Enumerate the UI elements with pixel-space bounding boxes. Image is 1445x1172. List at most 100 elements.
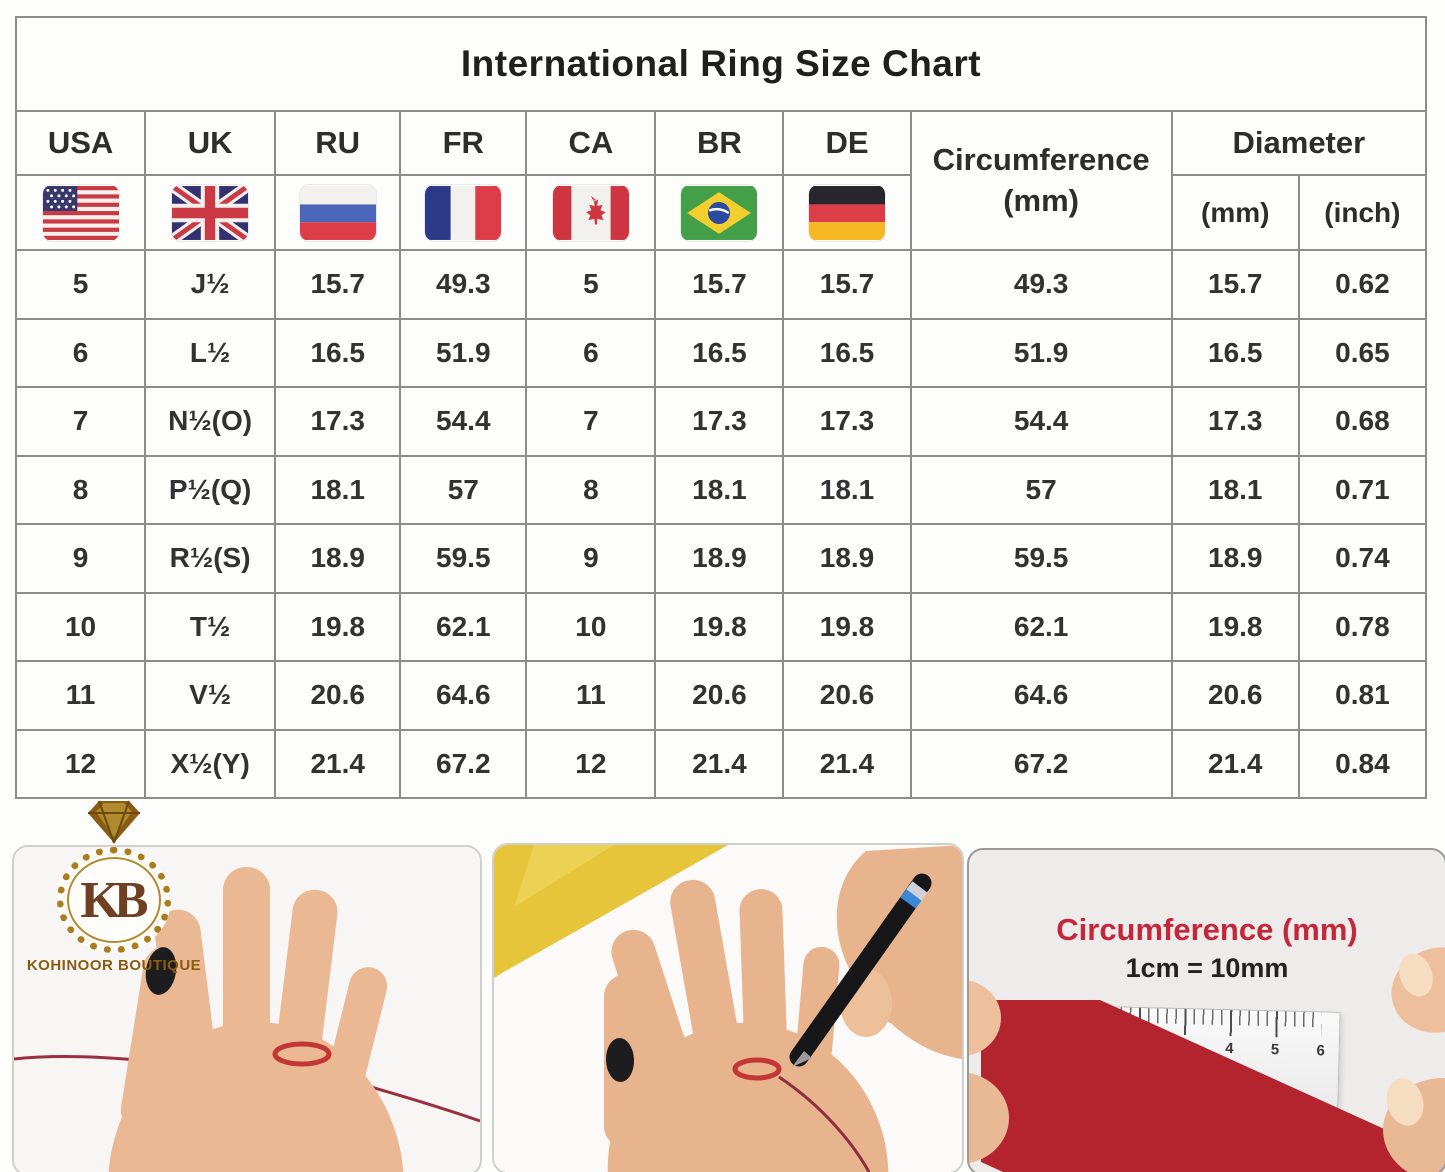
table-cell: 0.68	[1297, 386, 1428, 457]
table-cell: 18.9	[654, 523, 785, 594]
table-cell: 67.2	[909, 728, 1173, 799]
table-cell: 0.78	[1297, 591, 1428, 662]
pen-marking-illustration	[494, 845, 962, 1172]
table-row: 7 N½(O) 17.3 54.4 7 17.3 17.3 54.4 17.3 0.68	[14, 386, 1428, 457]
table-row: 9 R½(S) 18.9 59.5 9 18.9 18.9 59.5 18.9 0.74	[14, 523, 1428, 594]
column-header-ca: CA	[525, 110, 657, 176]
table-cell: 8	[14, 454, 147, 525]
table-cell: 54.4	[909, 386, 1173, 457]
column-header-circumference: Circumference (mm)	[909, 110, 1173, 251]
canada-flag-icon	[552, 185, 629, 241]
table-cell: 0.65	[1297, 317, 1428, 388]
table-cell: 16.5	[782, 317, 912, 388]
table-cell: 18.9	[274, 523, 402, 594]
table-cell: 54.4	[399, 386, 528, 457]
table-cell: 21.4	[654, 728, 785, 799]
ruler-number: 1cm	[1077, 1036, 1108, 1055]
table-cell: 21.4	[274, 728, 402, 799]
table-cell: 5	[14, 249, 147, 320]
russia-flag-icon	[299, 185, 376, 241]
table-cell: P½(Q)	[144, 454, 277, 525]
table-cell: 21.4	[1170, 728, 1300, 799]
flag-cell	[525, 174, 657, 251]
table-cell: 7	[14, 386, 147, 457]
table-cell: 21.4	[782, 728, 912, 799]
table-cell: 51.9	[399, 317, 528, 388]
table-cell: 16.5	[274, 317, 402, 388]
table-cell: 16.5	[1170, 317, 1300, 388]
table-cell: 10	[525, 591, 657, 662]
logo-wreath-circle: KB	[57, 847, 171, 953]
ruler-number: 6	[1316, 1042, 1326, 1060]
table-cell: 18.1	[274, 454, 402, 525]
table-cell: 51.9	[909, 317, 1173, 388]
table-cell: 15.7	[274, 249, 402, 320]
table-cell: 17.3	[654, 386, 785, 457]
ruler-number: 4	[1224, 1040, 1234, 1058]
table-cell: 15.7	[1170, 249, 1300, 320]
germany-flag-icon	[809, 185, 885, 241]
ruler-number: 5	[1270, 1041, 1280, 1059]
table-cell: 59.5	[909, 523, 1173, 594]
flag-cell	[399, 174, 528, 251]
table-cell: 18.1	[1170, 454, 1300, 525]
table-cell: 15.7	[654, 249, 785, 320]
ruler-ticks	[1047, 1005, 1322, 1039]
table-row: 11 V½ 20.6 64.6 11 20.6 20.6 64.6 20.6 0.81	[14, 660, 1428, 731]
table-row: 10 T½ 19.8 62.1 10 19.8 19.8 62.1 19.8 0.78	[14, 591, 1428, 662]
table-cell: 15.7	[782, 249, 912, 320]
table-cell: 67.2	[399, 728, 528, 799]
logo-monogram: KB	[80, 871, 148, 929]
table-cell: 59.5	[399, 523, 528, 594]
table-cell: 6	[525, 317, 657, 388]
kohinoor-boutique-logo: KB KOHINOOR BOUTIQUE	[26, 797, 202, 974]
table-cell: 20.6	[1170, 660, 1300, 731]
table-cell: X½(Y)	[144, 728, 277, 799]
table-cell: N½(O)	[144, 386, 277, 457]
table-cell: V½	[144, 660, 277, 731]
table-cell: 8	[525, 454, 657, 525]
table-cell: 62.1	[909, 591, 1173, 662]
table-cell: 18.1	[782, 454, 912, 525]
circumference-unit: (mm)	[1003, 182, 1080, 218]
table-cell: 17.3	[782, 386, 912, 457]
logo-name: KOHINOOR BOUTIQUE	[26, 957, 202, 974]
table-cell: 7	[525, 386, 657, 457]
table-cell: 0.81	[1297, 660, 1428, 731]
table-cell: 12	[14, 728, 147, 799]
table-cell: 64.6	[399, 660, 528, 731]
hand-string-illustration	[14, 847, 480, 1172]
ruler: 0 1cm 2 3 4 5 6	[1025, 1004, 1341, 1151]
table-cell: 0.62	[1297, 249, 1428, 320]
photo-ruler-measure: Circumference (mm) 1cm = 10mm 0 1cm 2 3 4 5 6	[967, 848, 1445, 1172]
table-cell: 18.9	[782, 523, 912, 594]
flag-cell	[14, 174, 147, 251]
chart-title: International Ring Size Chart	[15, 16, 1427, 112]
table-cell: 16.5	[654, 317, 785, 388]
table-cell: 19.8	[654, 591, 785, 662]
ruler-number: 0	[1042, 1035, 1052, 1053]
table-cell: 0.74	[1297, 523, 1428, 594]
column-header-fr: FR	[399, 110, 528, 176]
table-cell: 6	[14, 317, 147, 388]
table-row: 12 X½(Y) 21.4 67.2 12 21.4 21.4 67.2 21.4 0.84	[14, 728, 1428, 799]
diameter-inch-header: (inch)	[1297, 174, 1428, 251]
table-cell: 10	[14, 591, 147, 662]
table-cell: 20.6	[654, 660, 785, 731]
table-row: 5 J½ 15.7 49.3 5 15.7 15.7 49.3 15.7 0.62	[14, 249, 1428, 320]
flag-cell	[144, 174, 277, 251]
table-cell: 49.3	[909, 249, 1173, 320]
france-flag-icon	[425, 185, 502, 241]
column-header-de: DE	[782, 110, 912, 176]
table-row: 6 L½ 16.5 51.9 6 16.5 16.5 51.9 16.5 0.65	[14, 317, 1428, 388]
table-cell: 5	[525, 249, 657, 320]
table-cell: 9	[14, 523, 147, 594]
column-header-br: BR	[654, 110, 785, 176]
column-header-uk: UK	[144, 110, 277, 176]
table-cell: 19.8	[274, 591, 402, 662]
table-cell: J½	[144, 249, 277, 320]
measure-heading: Circumference (mm)	[1056, 912, 1358, 947]
usa-flag-icon	[42, 185, 119, 241]
photo-marking-with-pen	[492, 843, 964, 1172]
ruler-number: 3	[1179, 1038, 1189, 1057]
